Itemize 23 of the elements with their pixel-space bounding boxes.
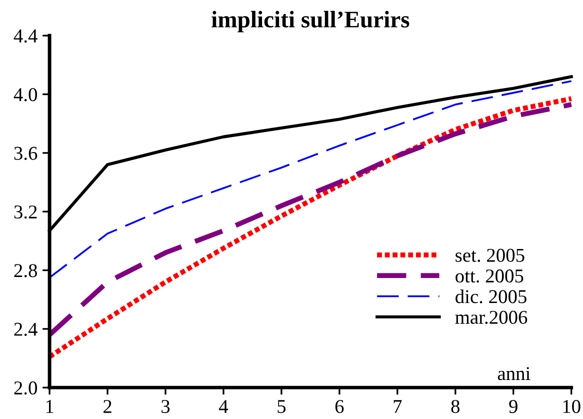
chart-title: impliciti sull’Eurirs: [212, 10, 410, 32]
y-tick-label: 2.4: [14, 322, 38, 336]
legend-label: dic. 2005: [456, 290, 526, 304]
x-tick-label: 9: [509, 400, 518, 414]
legend-label: set. 2005: [456, 248, 524, 262]
x-tick-label: 1: [46, 400, 54, 413]
x-tick-label: 8: [451, 400, 460, 414]
x-tick-label: 5: [278, 400, 286, 414]
y-tick-label: 3.2: [14, 205, 37, 219]
legend-label: mar.2006: [455, 310, 528, 324]
x-tick-label: 10: [563, 400, 580, 414]
x-tick-label: 7: [394, 400, 402, 413]
legend-label: ott. 2005: [456, 269, 524, 283]
x-tick-label: 4: [219, 400, 228, 413]
y-tick-label: 3.6: [14, 146, 38, 160]
y-tick-label: 4.4: [14, 30, 38, 43]
y-tick-label: 2.8: [14, 264, 38, 278]
y-tick-label: 4.0: [14, 88, 38, 102]
x-axis-title: anni: [498, 367, 530, 380]
x-tick-label: 2: [104, 400, 112, 413]
x-tick-label: 6: [335, 400, 344, 414]
x-tick-label: 3: [162, 400, 170, 414]
y-tick-label: 2.0: [14, 381, 38, 395]
